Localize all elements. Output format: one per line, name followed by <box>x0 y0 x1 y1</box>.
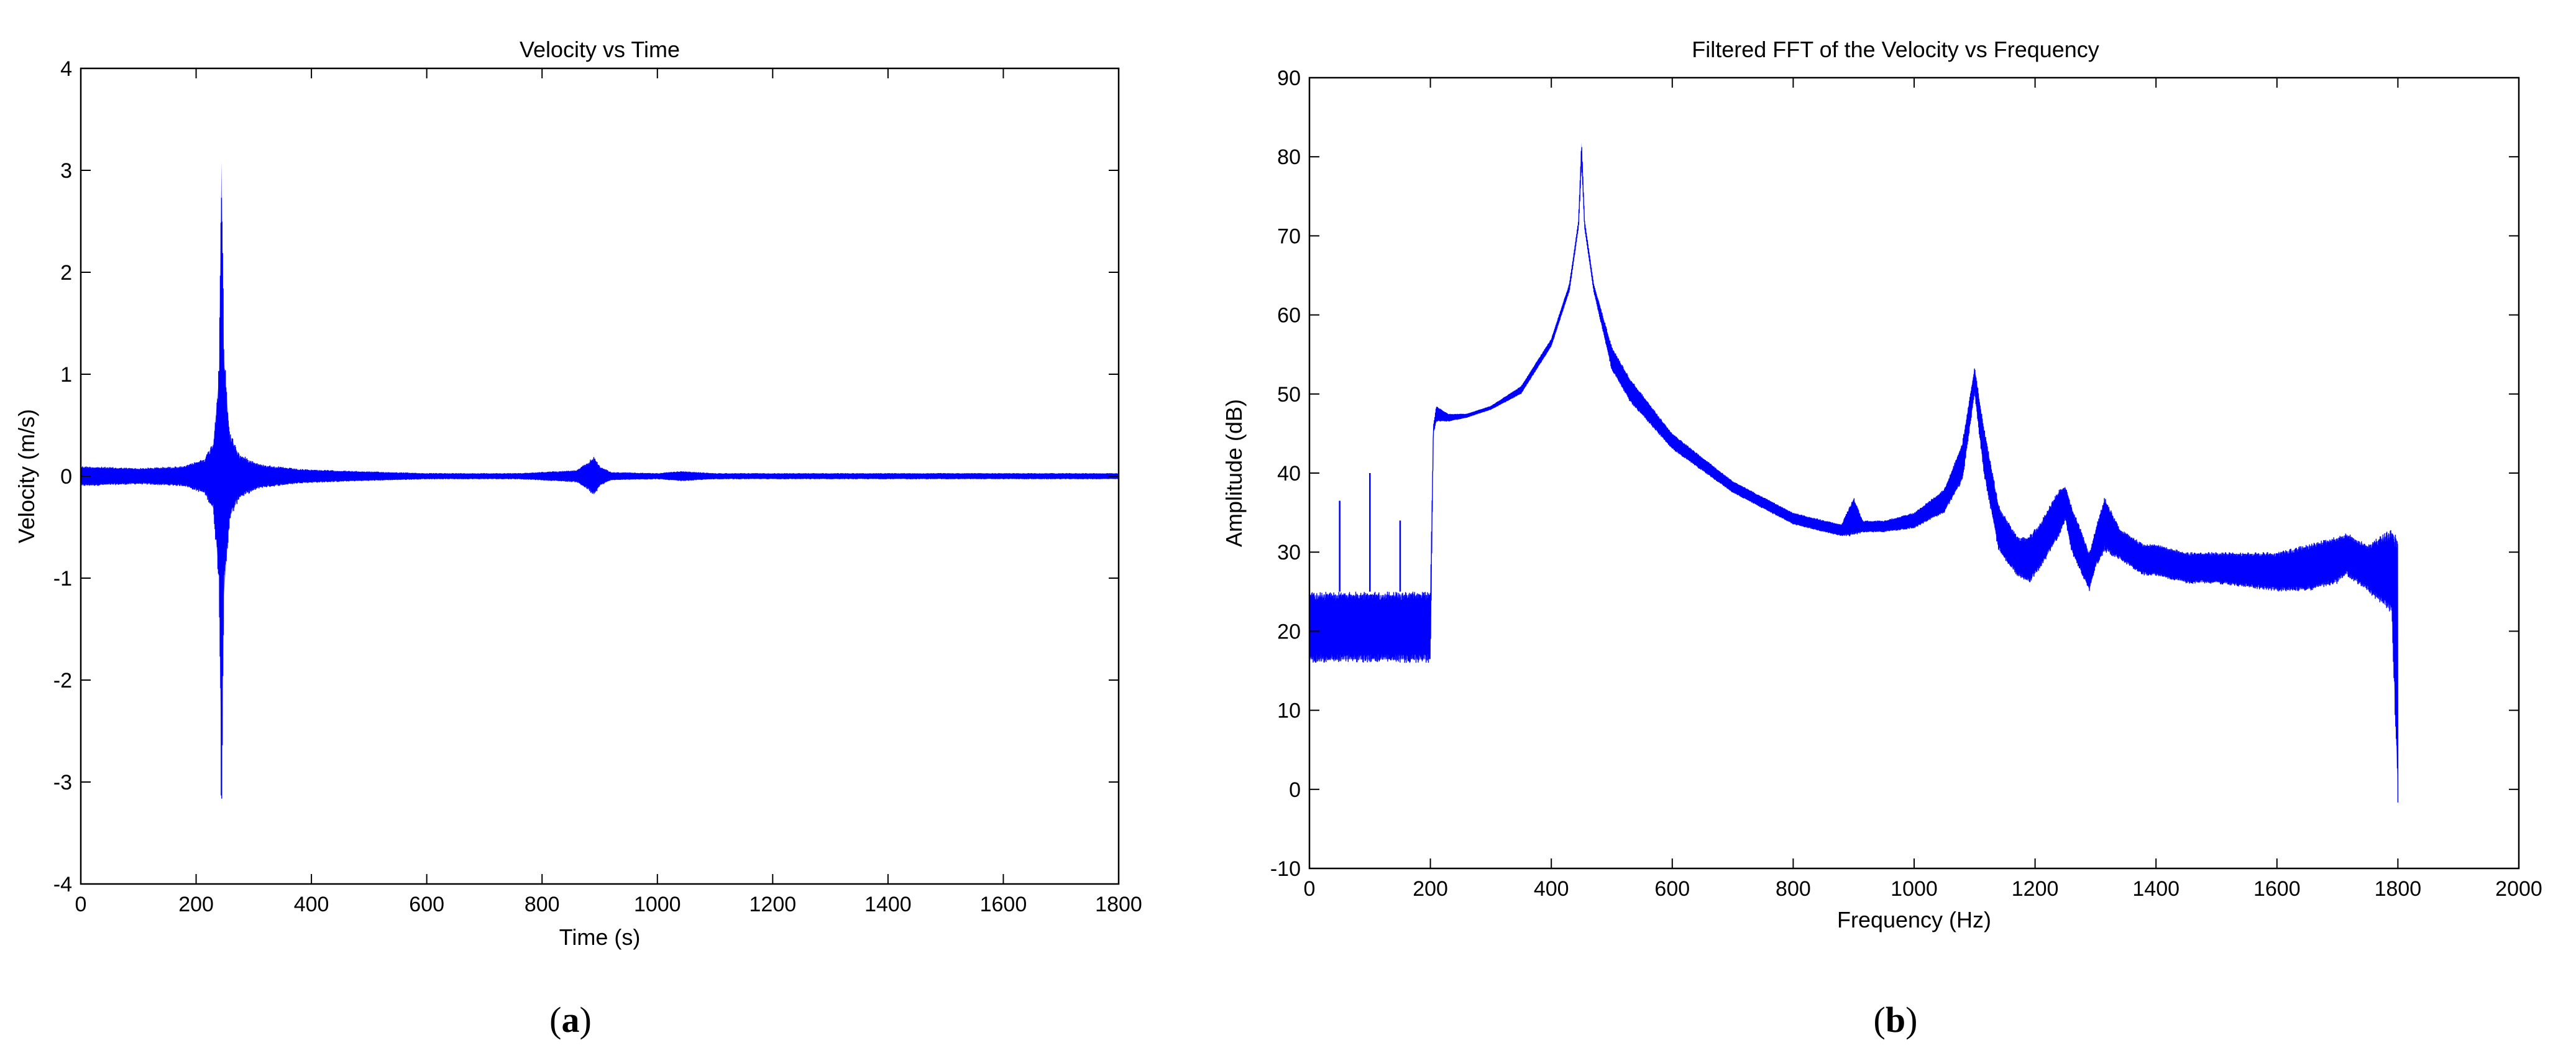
chart-a-panel-letter: a <box>562 1000 580 1040</box>
chart-a-x-tick-label: 1600 <box>980 893 1027 916</box>
chart-b-y-tick-label: 0 <box>1289 778 1301 802</box>
chart-a-y-tick-label: -2 <box>53 669 72 693</box>
chart-b-y-tick-label: 10 <box>1277 699 1301 723</box>
chart-b-x-tick-label: 1800 <box>2375 877 2422 901</box>
chart-a-y-tick-label: -3 <box>53 771 72 794</box>
chart-a-y-axis-label: Velocity (m/s) <box>14 409 39 543</box>
chart-b-title: Filtered FFT of the Velocity vs Frequenc… <box>1692 37 2099 62</box>
chart-a-y-tick-label: 1 <box>60 363 72 387</box>
chart-b-y-tick-label: 60 <box>1277 304 1301 328</box>
chart-a-y-tick-label: 0 <box>60 465 72 489</box>
chart-b-y-tick-label: 40 <box>1277 462 1301 485</box>
chart-a-title: Velocity vs Time <box>520 37 680 62</box>
chart-a-x-ticks: 0 200 400 600 800 1000 1200 1400 1600 1800 <box>75 68 1142 916</box>
chart-b-x-tick-label: 1400 <box>2132 877 2180 901</box>
chart-a-x-axis-label: Time (s) <box>559 924 641 950</box>
chart-b-x-tick-label: 1200 <box>2012 877 2059 901</box>
chart-b-y-tick-label: -10 <box>1270 857 1301 881</box>
chart-b-y-tick-label: 30 <box>1277 541 1301 564</box>
chart-a-x-tick-label: 1400 <box>864 893 912 916</box>
chart-a-x-tick-label: 0 <box>75 893 87 916</box>
chart-a-x-tick-label: 600 <box>409 893 444 916</box>
chart-a-x-tick-label: 1800 <box>1095 893 1142 916</box>
chart-b-x-ticks: 0 200 400 600 800 1000 1200 1400 1600 1800 2000 <box>1304 78 2542 901</box>
chart-a: Velocity vs Time 0 200 400 600 800 1000 1200 14… <box>14 37 1142 1040</box>
chart-b-y-tick-label: 50 <box>1277 383 1301 407</box>
chart-b-x-tick-label: 0 <box>1304 877 1316 901</box>
chart-b-y-tick-label: 90 <box>1277 67 1301 90</box>
chart-b-panel-label: (b) <box>1874 1000 1918 1040</box>
chart-b-x-tick-label: 2000 <box>2495 877 2542 901</box>
chart-b-y-axis-label: Amplitude (dB) <box>1221 399 1247 547</box>
chart-b-x-tick-label: 1000 <box>1891 877 1938 901</box>
chart-a-y-tick-label: -1 <box>53 567 72 591</box>
chart-a-y-ticks: -4 -3 -2 -1 0 1 2 3 4 <box>53 57 1119 896</box>
chart-b-x-tick-label: 1600 <box>2253 877 2301 901</box>
chart-a-panel-label: (a) <box>549 1000 592 1040</box>
chart-a-x-tick-label: 200 <box>178 893 214 916</box>
chart-b-x-tick-label: 400 <box>1534 877 1569 901</box>
chart-b-y-tick-label: 20 <box>1277 620 1301 643</box>
chart-a-x-tick-label: 1200 <box>749 893 797 916</box>
chart-a-plot <box>80 161 1119 799</box>
chart-b-plot <box>1309 142 2399 803</box>
chart-b-x-axis-label: Frequency (Hz) <box>1837 907 1991 932</box>
chart-a-signal-band <box>81 161 1119 791</box>
chart-a-y-tick-label: 3 <box>60 159 72 183</box>
chart-b-y-tick-label: 80 <box>1277 145 1301 169</box>
chart-b-y-tick-label: 70 <box>1277 224 1301 248</box>
chart-a-x-tick-label: 800 <box>525 893 560 916</box>
chart-b-x-tick-label: 200 <box>1413 877 1448 901</box>
chart-b-panel-letter: b <box>1886 1000 1905 1040</box>
chart-b-x-tick-label: 600 <box>1654 877 1690 901</box>
chart-b-y-ticks: -10 0 10 20 30 40 50 60 70 80 90 <box>1270 67 2519 881</box>
chart-a-y-tick-label: 4 <box>60 57 72 81</box>
chart-a-x-tick-label: 400 <box>294 893 329 916</box>
chart-b: Filtered FFT of the Velocity vs Frequenc… <box>1221 37 2542 1040</box>
chart-b-x-tick-label: 800 <box>1776 877 1811 901</box>
chart-a-y-tick-label: 2 <box>60 261 72 285</box>
chart-a-y-tick-label: -4 <box>53 873 72 896</box>
chart-a-x-tick-label: 1000 <box>634 893 681 916</box>
